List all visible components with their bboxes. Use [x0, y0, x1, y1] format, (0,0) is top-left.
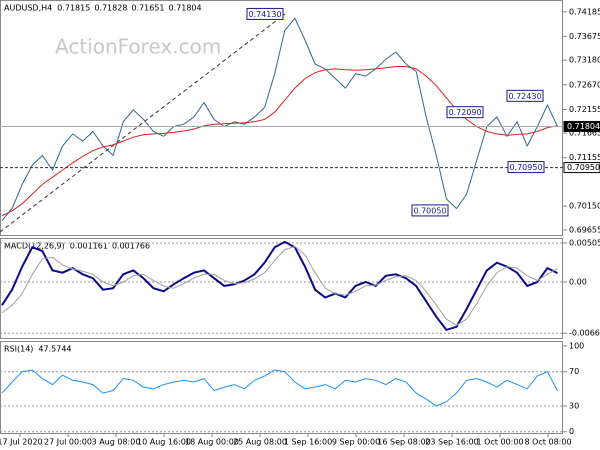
- y-tick-label: 70: [569, 367, 579, 376]
- level-label-box: [563, 162, 600, 174]
- x-tick-label: 16 Sep 08:00: [377, 438, 430, 447]
- series-line: [1, 240, 558, 332]
- y-tick-label: 0.00: [569, 278, 587, 287]
- trend-line: [0, 13, 286, 233]
- x-tick-label: 8 Oct 08:00: [524, 438, 571, 447]
- x-tick-label: 27 Jul 00:00: [44, 438, 92, 447]
- annotation-label: 0.72090: [448, 108, 481, 117]
- header-value: 47.5744: [38, 345, 71, 354]
- x-tick-label: 18 Aug 00:00: [185, 438, 239, 447]
- annotation-label: 0.70950: [509, 163, 542, 172]
- header-value: 0.71651: [131, 4, 164, 13]
- level-label: 0.71804: [567, 122, 600, 131]
- panel-title: RSI(14): [4, 345, 33, 354]
- x-tick-label: 17 Jul 2020: [0, 438, 43, 447]
- macd-frame: [0, 238, 563, 339]
- x-tick-label: 23 Sep 16:00: [425, 438, 478, 447]
- annotation-label: 0.74130: [248, 10, 281, 19]
- y-tick-label: 0.69655: [569, 225, 600, 234]
- x-tick-label: 10 Aug 16:00: [137, 438, 191, 447]
- rsi-frame: [0, 341, 563, 434]
- series-line: [1, 17, 558, 221]
- series-line: [1, 369, 558, 407]
- y-tick-label: 30: [569, 401, 579, 410]
- annotation-box: [507, 161, 545, 174]
- header-value: 0.71804: [169, 4, 202, 13]
- annotation-box: [506, 89, 544, 102]
- y-tick-label: 100: [569, 341, 584, 350]
- level-label: 0.70950: [567, 163, 600, 172]
- panel-title: AUDUSD,H4: [4, 4, 52, 13]
- annotation-label: 0.70050: [413, 206, 446, 215]
- header-value: 0.001766: [112, 242, 150, 251]
- annotation-label: 0.72430: [508, 92, 541, 101]
- x-tick-label: 25 Aug 08:00: [233, 438, 287, 447]
- y-tick-label: 0.71155: [569, 153, 600, 162]
- y-tick-label: 0.73675: [569, 32, 600, 41]
- y-tick-label: -0.006629: [569, 329, 600, 338]
- y-tick-label: 0.72155: [569, 105, 600, 114]
- x-tick-label: 3 Aug 08:00: [92, 438, 141, 447]
- panel-title: MACD(12,26,9): [4, 242, 65, 251]
- x-tick-label: 1 Oct 00:00: [476, 438, 523, 447]
- header-value: 0.001161: [70, 242, 108, 251]
- annotation-box: [446, 106, 484, 119]
- watermark: ActionForex.com: [55, 35, 221, 59]
- level-label-box: [563, 120, 600, 132]
- x-tick-label: 9 Sep 00:00: [332, 438, 380, 447]
- y-tick-label: 0.005052: [569, 239, 600, 248]
- annotation-box: [246, 7, 284, 20]
- x-tick-label: 1 Sep 16:00: [284, 438, 332, 447]
- y-tick-label: 0: [569, 427, 574, 436]
- y-tick-label: 0.74185: [569, 7, 600, 16]
- header-value: 0.71828: [94, 4, 127, 13]
- y-tick-label: 0.71665: [569, 129, 600, 138]
- header-value: 0.71815: [57, 4, 90, 13]
- price-frame: [0, 0, 563, 236]
- y-tick-label: 0.73180: [569, 56, 600, 65]
- series-line: [1, 245, 558, 326]
- annotation-box: [411, 204, 449, 217]
- y-tick-label: 0.72670: [569, 80, 600, 89]
- series-line: [1, 66, 558, 217]
- y-tick-label: 0.70150: [569, 202, 600, 211]
